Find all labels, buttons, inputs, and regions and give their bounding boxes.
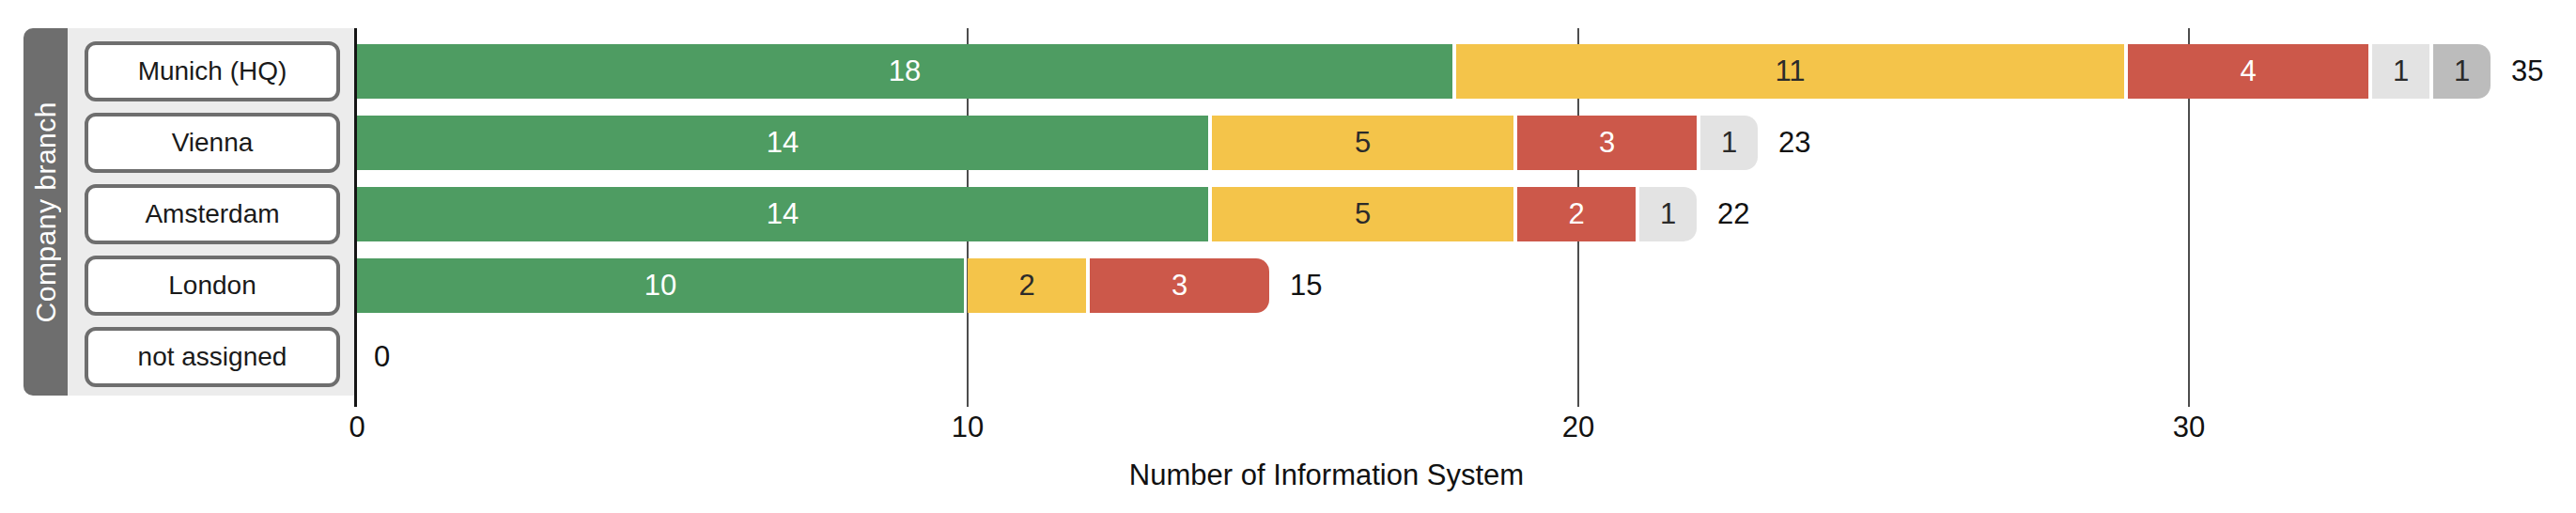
x-axis-title: Number of Information System <box>1129 459 1524 492</box>
bar-total-label-vienna: 23 <box>1778 126 1810 160</box>
bar-segment-vienna-red[interactable]: 3 <box>1517 116 1697 170</box>
segment-value-label: 14 <box>767 126 799 160</box>
segment-value-label: 10 <box>644 269 676 303</box>
segment-value-label: 2 <box>1568 197 1584 231</box>
segment-value-label: 5 <box>1355 197 1371 231</box>
bar-segment-munich-hq-yellow[interactable]: 11 <box>1456 44 2124 99</box>
bar-segment-munich-hq-red[interactable]: 4 <box>2128 44 2368 99</box>
bar-segment-london-green[interactable]: 10 <box>357 258 964 313</box>
segment-value-label: 2 <box>1018 269 1034 303</box>
bar-segment-vienna-light-gray[interactable]: 1 <box>1700 116 1758 170</box>
plot-area: 0102030181141135145312314521221023150 <box>0 0 2576 513</box>
bar-segment-munich-hq-green[interactable]: 18 <box>357 44 1452 99</box>
segment-value-label: 1 <box>1721 126 1737 160</box>
segment-value-label: 1 <box>1660 197 1676 231</box>
x-tick-label-0: 0 <box>349 411 365 444</box>
bar-segment-amsterdam-green[interactable]: 14 <box>357 187 1208 241</box>
segment-value-label: 5 <box>1355 126 1371 160</box>
bar-segment-munich-hq-light-gray[interactable]: 1 <box>2372 44 2429 99</box>
stacked-bar-chart: Company branch Munich (HQ)ViennaAmsterda… <box>0 0 2576 513</box>
segment-value-label: 1 <box>2393 54 2409 88</box>
segment-value-label: 14 <box>767 197 799 231</box>
bar-segment-munich-hq-dark-gray[interactable]: 1 <box>2433 44 2491 99</box>
bar-segment-vienna-green[interactable]: 14 <box>357 116 1208 170</box>
segment-value-label: 3 <box>1172 269 1187 303</box>
segment-value-label: 11 <box>1775 54 1805 88</box>
bar-total-label-munich-hq: 35 <box>2511 54 2543 88</box>
segment-value-label: 3 <box>1599 126 1615 160</box>
segment-value-label: 4 <box>2240 54 2256 88</box>
x-tick-label-30: 30 <box>2173 411 2205 444</box>
x-tick-label-20: 20 <box>1562 411 1594 444</box>
bar-segment-vienna-yellow[interactable]: 5 <box>1212 116 1513 170</box>
bar-segment-amsterdam-light-gray[interactable]: 1 <box>1639 187 1697 241</box>
bar-total-label-amsterdam: 22 <box>1717 197 1749 231</box>
y-axis-line <box>354 28 357 407</box>
bar-segment-amsterdam-red[interactable]: 2 <box>1517 187 1636 241</box>
bar-segment-amsterdam-yellow[interactable]: 5 <box>1212 187 1513 241</box>
bar-total-label-not-assigned: 0 <box>374 340 390 374</box>
bar-total-label-london: 15 <box>1290 269 1322 303</box>
x-tick-label-10: 10 <box>952 411 984 444</box>
segment-value-label: 1 <box>2454 54 2470 88</box>
bar-segment-london-red[interactable]: 3 <box>1090 258 1269 313</box>
segment-value-label: 18 <box>889 54 921 88</box>
bar-segment-london-yellow[interactable]: 2 <box>968 258 1086 313</box>
